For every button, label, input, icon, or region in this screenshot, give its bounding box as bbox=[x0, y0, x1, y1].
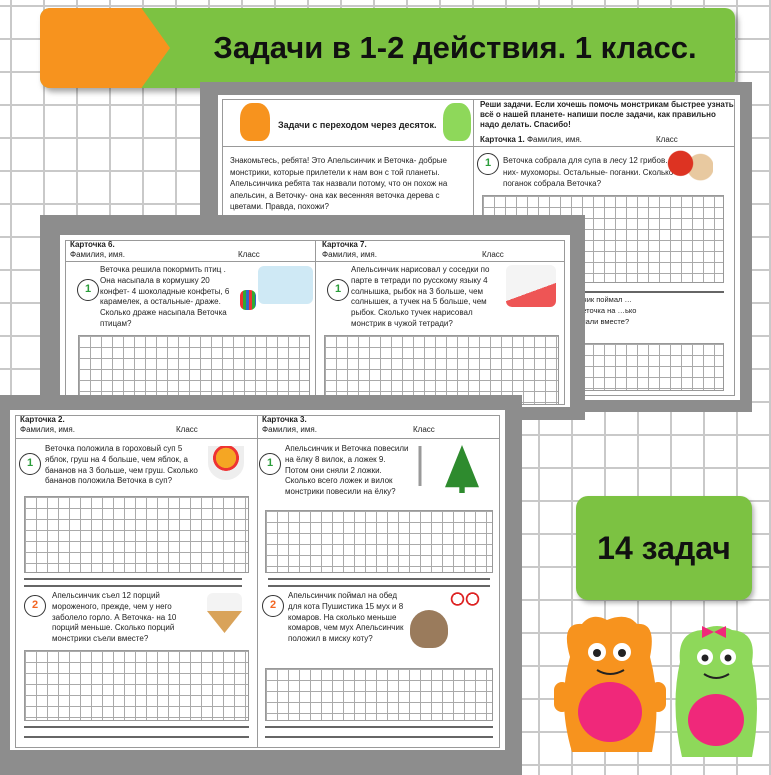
task-text: Апельсинчик съел 12 порций мороженого, п… bbox=[52, 591, 177, 644]
class-label: Класс bbox=[238, 250, 260, 259]
class-label: Класс bbox=[656, 135, 678, 144]
candy-jar-image bbox=[240, 290, 256, 310]
worksheet-middle: Карточка 6. Фамилия, имя. Класс Карточка … bbox=[60, 235, 570, 407]
name-label: Фамилия, имя. bbox=[20, 425, 75, 435]
task-number-badge: 1 bbox=[19, 453, 41, 475]
task-count-badge: 14 задач bbox=[576, 496, 752, 600]
task-number-badge: 1 bbox=[327, 279, 349, 301]
task-text: Апельсинчик и Веточка повесили на ёлку 8… bbox=[285, 444, 409, 497]
green-monster-icon bbox=[443, 103, 471, 141]
answer-grid[interactable] bbox=[265, 510, 493, 573]
answer-grid[interactable] bbox=[24, 650, 249, 721]
task-text: Апельсинчик нарисовал у соседки по парте… bbox=[351, 265, 490, 328]
class-label: Класс bbox=[413, 425, 435, 434]
answer-line[interactable] bbox=[268, 578, 490, 580]
answer-line[interactable] bbox=[265, 726, 493, 728]
answer-line[interactable] bbox=[24, 736, 249, 738]
orange-monster-icon bbox=[554, 616, 666, 752]
page-title: Задачи в 1-2 действия. 1 класс. bbox=[213, 30, 697, 65]
card-label: Карточка 7. bbox=[322, 240, 367, 249]
monsters-illustration bbox=[554, 616, 757, 757]
class-label: Класс bbox=[482, 250, 504, 259]
answer-grid[interactable] bbox=[265, 668, 493, 721]
task-text: Веточка решила покормить птиц . Она насы… bbox=[100, 265, 230, 328]
arrow-decoration bbox=[40, 8, 170, 88]
class-label: Класс bbox=[176, 425, 198, 434]
green-monster-icon bbox=[675, 626, 757, 757]
worksheet-front: Карточка 2. Фамилия, имя. Класс Карточка … bbox=[10, 410, 505, 750]
instructions: Реши задачи. Если хочешь помочь монстрик… bbox=[480, 100, 734, 129]
spoon-fork-image bbox=[412, 446, 428, 486]
name-label: Фамилия, имя. bbox=[70, 250, 125, 259]
bird-feeder-image bbox=[258, 266, 313, 304]
task-number-badge: 1 bbox=[259, 453, 281, 475]
notebook-image bbox=[506, 265, 556, 307]
answer-line[interactable] bbox=[24, 585, 242, 587]
task-text: Веточка положила в гороховый суп 5 яблок… bbox=[45, 444, 198, 486]
card-label: Карточка 1. bbox=[480, 135, 525, 144]
answer-line[interactable] bbox=[482, 291, 724, 293]
name-label: Фамилия, имя. bbox=[262, 425, 317, 435]
orange-task-badge: 2 bbox=[24, 595, 46, 617]
answer-line[interactable] bbox=[268, 585, 490, 587]
task-text: Апельсинчик поймал на обед для кота Пуши… bbox=[288, 591, 404, 644]
answer-line[interactable] bbox=[24, 578, 242, 580]
task-number-badge: 1 bbox=[477, 153, 499, 175]
name-label: Фамилия, имя. bbox=[526, 135, 582, 144]
no-insects-icon bbox=[450, 592, 480, 606]
cat-image bbox=[410, 610, 448, 648]
mushrooms-image bbox=[663, 150, 713, 188]
task-number-badge: 1 bbox=[77, 279, 99, 301]
worksheet-heading: Задачи с переходом через десяток. bbox=[278, 120, 437, 130]
card-label: Карточка 6. bbox=[70, 240, 115, 249]
answer-grid[interactable] bbox=[324, 335, 559, 405]
task-text: Веточка собрала для супа в лесу 12 грибо… bbox=[503, 156, 685, 189]
intro-text: Знакомьтесь, ребята! Это Апельсинчик и В… bbox=[230, 156, 448, 212]
card-label: Карточка 2. bbox=[20, 415, 65, 424]
name-label: Фамилия, имя. bbox=[322, 250, 377, 259]
orange-monster-icon bbox=[240, 103, 270, 141]
orange-task-badge: 2 bbox=[262, 595, 284, 617]
task-text-partial: …ельсинчик поймал …анок, а Веточка на …ь… bbox=[551, 295, 637, 326]
answer-grid[interactable] bbox=[78, 335, 310, 405]
card-label: Карточка 3. bbox=[262, 415, 307, 424]
answer-grid[interactable] bbox=[24, 496, 249, 573]
answer-line[interactable] bbox=[24, 726, 249, 728]
answer-line[interactable] bbox=[265, 736, 493, 738]
fruit-bowl-image bbox=[208, 446, 244, 480]
